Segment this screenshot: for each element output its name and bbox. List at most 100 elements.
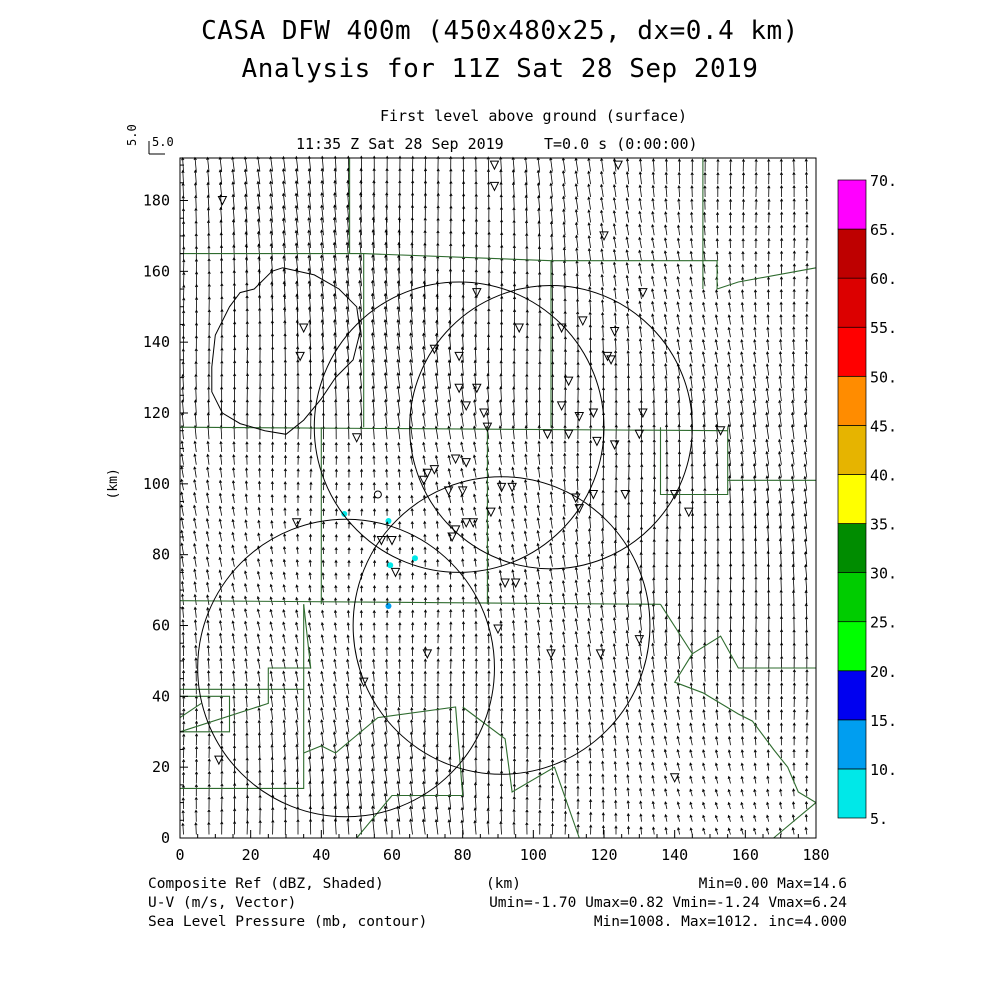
y-tick-label: 20 xyxy=(152,758,170,776)
station-marker xyxy=(606,355,616,365)
footer-field3-stats: Min=1008. Max=1012. inc=4.000 xyxy=(593,914,847,930)
radar-echo xyxy=(387,562,394,569)
colorbar-label: 45. xyxy=(870,417,897,435)
footer-field1-stats: Min=0.00 Max=14.6 xyxy=(698,876,847,892)
reference-vector-arrow xyxy=(148,141,165,155)
footer-field2-stats: Umin=-1.70 Umax=0.82 Vmin=-1.24 Vmax=6.2… xyxy=(489,895,847,911)
colorbar-segment xyxy=(837,228,867,279)
station-marker xyxy=(715,426,726,436)
county-boundary xyxy=(303,706,464,839)
level-label: First level above ground (surface) xyxy=(380,107,688,125)
colorbar-segment xyxy=(837,621,867,672)
station-marker xyxy=(450,454,461,465)
county-boundary xyxy=(180,604,305,789)
station-marker xyxy=(507,482,517,493)
radar-range-ring xyxy=(409,285,693,570)
x-tick-label: 160 xyxy=(732,846,759,864)
radar-range-rings-layer xyxy=(197,281,693,818)
station-marker xyxy=(376,536,387,546)
station-marker xyxy=(429,344,440,355)
x-tick-label: 60 xyxy=(383,846,401,864)
colorbar-label: 50. xyxy=(870,368,897,386)
colorbar-label: 55. xyxy=(870,319,897,337)
station-marker xyxy=(461,518,472,528)
station-marker xyxy=(496,482,507,493)
station-marker xyxy=(351,433,362,443)
colorbar-segment xyxy=(837,474,867,524)
station-markers-layer xyxy=(214,160,726,783)
x-tick-label: 120 xyxy=(590,846,617,864)
radar-echo-layer xyxy=(341,510,418,610)
wind-vectors xyxy=(180,155,809,835)
x-tick-label: 100 xyxy=(520,846,547,864)
station-marker xyxy=(422,649,433,659)
station-marker xyxy=(298,323,309,334)
station-marker xyxy=(570,493,581,504)
station-marker xyxy=(358,677,369,688)
station-marker xyxy=(390,567,401,578)
x-tick-label: 0 xyxy=(175,846,184,864)
station-marker xyxy=(595,649,606,659)
pressure-contour-layer xyxy=(211,267,361,435)
axes: 0 20 40 60 80 100 120 140 160 180 0 20 40 60 80 100 120 1… xyxy=(143,164,830,864)
radar-echo xyxy=(385,603,392,610)
y-tick-label: 140 xyxy=(143,333,170,351)
county-boundary xyxy=(660,604,816,669)
colorbar-label: 10. xyxy=(870,761,897,779)
station-marker xyxy=(563,376,574,387)
colorbar-segment xyxy=(837,670,867,721)
station-marker xyxy=(609,440,620,450)
station-marker xyxy=(588,408,599,419)
radar-range-ring xyxy=(197,518,495,818)
reference-vector-label: 5.0 xyxy=(152,135,174,149)
station-marker xyxy=(574,504,585,514)
colorbar-segment xyxy=(837,768,867,819)
station-marker xyxy=(457,486,468,497)
station-marker xyxy=(669,489,680,500)
county-boundary xyxy=(179,604,312,733)
station-marker xyxy=(609,327,620,337)
colorbar-label: 35. xyxy=(870,516,897,534)
radar-site-marker xyxy=(373,490,382,499)
pressure-contour xyxy=(211,267,361,435)
radar-echo xyxy=(341,510,348,517)
colorbar-label: 25. xyxy=(870,614,897,632)
colorbar-segment xyxy=(837,425,867,475)
chart-title: CASA DFW 400m (450x480x25, dx=0.4 km) xyxy=(201,16,799,46)
station-marker xyxy=(634,429,645,440)
station-marker xyxy=(500,578,510,589)
station-marker xyxy=(546,649,556,659)
station-marker xyxy=(563,429,574,440)
station-marker xyxy=(447,532,457,543)
forecast-time: T=0.0 s (0:00:00) xyxy=(544,135,698,153)
colorbar-segment xyxy=(837,326,867,377)
station-marker xyxy=(683,507,694,518)
footer-field1-label: Composite Ref (dBZ, Shaded) xyxy=(148,876,384,892)
station-marker xyxy=(454,351,464,362)
station-marker xyxy=(577,316,588,327)
station-marker xyxy=(461,401,472,412)
county-boundary xyxy=(180,695,231,733)
station-marker xyxy=(542,429,553,440)
station-marker xyxy=(468,518,479,528)
footer-field3-label: Sea Level Pressure (mb, contour) xyxy=(148,914,428,930)
station-marker xyxy=(489,181,500,192)
colorbar-label: 30. xyxy=(870,565,897,583)
x-tick-label: 80 xyxy=(454,846,472,864)
station-marker xyxy=(482,422,493,433)
station-marker xyxy=(479,408,489,419)
station-marker xyxy=(514,323,525,334)
y-axis-label: (km) xyxy=(106,468,121,499)
station-marker xyxy=(574,412,585,422)
y-tick-label: 160 xyxy=(143,262,170,280)
station-marker xyxy=(510,578,521,589)
station-marker xyxy=(429,465,440,475)
station-marker xyxy=(418,475,429,486)
y-tick-label: 180 xyxy=(143,192,170,210)
x-tick-label: 40 xyxy=(312,846,330,864)
colorbar-segment xyxy=(837,277,867,328)
y-tick-label: 100 xyxy=(143,475,170,493)
station-marker xyxy=(556,401,567,412)
colorbar-segment xyxy=(837,375,867,426)
plot-frame xyxy=(179,157,817,839)
